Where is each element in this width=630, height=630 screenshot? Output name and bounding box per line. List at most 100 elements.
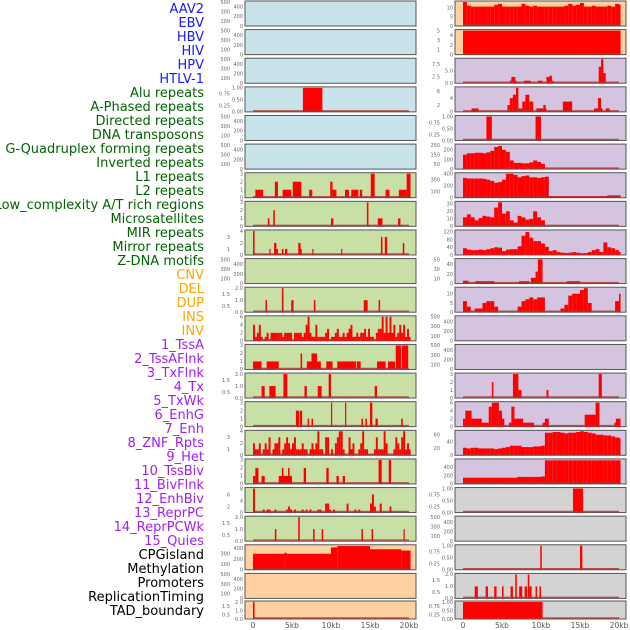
panel-background xyxy=(244,487,417,514)
data-bar xyxy=(272,332,275,341)
data-bar xyxy=(535,271,538,284)
data-bar xyxy=(505,6,510,26)
data-bar xyxy=(611,460,616,484)
y-tick-label: 0 xyxy=(450,281,453,287)
data-bar xyxy=(603,242,608,255)
data-bar xyxy=(368,328,370,341)
y-tick-label: 6 xyxy=(227,492,230,498)
data-bar xyxy=(478,448,483,456)
data-bar xyxy=(341,248,343,255)
data-bar xyxy=(253,443,255,456)
data-bar xyxy=(525,219,530,227)
data-bar xyxy=(470,178,475,198)
track-label: Methylation xyxy=(127,562,204,577)
track-label: EBV xyxy=(178,16,204,31)
track-panel: 0 1 2 3 xyxy=(240,343,417,373)
track-label: L2 repeats xyxy=(135,184,204,199)
track-label: TAD_boundary xyxy=(109,604,204,619)
data-bar xyxy=(303,467,307,484)
data-bar xyxy=(385,443,388,456)
panel-background xyxy=(454,315,627,342)
data-bar xyxy=(387,332,390,341)
data-bar xyxy=(463,248,467,255)
data-bar xyxy=(615,3,619,27)
data-bar xyxy=(398,189,407,198)
data-bar xyxy=(537,259,543,284)
data-bar xyxy=(512,374,519,399)
y-tick-label: 2.0 xyxy=(235,286,243,292)
data-bar xyxy=(470,447,475,456)
y-tick-label: 0.5 xyxy=(222,533,230,539)
data-bar xyxy=(556,6,561,26)
data-bar xyxy=(583,6,588,26)
track-label: G-Quadruplex forming repeats xyxy=(5,142,204,157)
data-bar xyxy=(576,293,580,313)
data-bar xyxy=(388,459,392,484)
data-bar xyxy=(587,460,592,484)
y-tick-label: 1.5 xyxy=(222,604,230,610)
data-bar xyxy=(529,447,534,456)
data-bar xyxy=(269,248,271,255)
y-tick-label: 100 xyxy=(220,562,230,568)
data-bar xyxy=(276,443,279,456)
data-bar xyxy=(360,332,363,341)
data-bar xyxy=(407,443,409,456)
data-bar xyxy=(517,306,522,313)
track-label: 11_BivFlnk xyxy=(133,478,204,493)
data-bar xyxy=(300,248,302,255)
data-bar xyxy=(409,449,411,456)
y-tick-label: 0 xyxy=(450,110,453,116)
data-bar xyxy=(619,195,621,198)
data-bar xyxy=(268,437,271,456)
data-bar xyxy=(297,449,300,456)
y-tick-label: 2 xyxy=(240,180,243,186)
data-bar xyxy=(518,390,522,399)
y-tick-label: 300 xyxy=(220,153,230,159)
y-tick-label: 120 xyxy=(443,230,453,236)
data-bar xyxy=(474,447,479,456)
track-label: L1 repeats xyxy=(135,170,204,185)
x-tick-label: 20kb xyxy=(400,621,419,630)
y-tick-label: 0.0 xyxy=(445,81,453,87)
y-tick-label: 0 xyxy=(240,253,243,259)
data-bar xyxy=(466,306,471,313)
panel-background xyxy=(454,487,627,514)
data-bar xyxy=(274,242,277,255)
data-bar xyxy=(490,6,495,26)
data-bar xyxy=(471,418,482,427)
panel-background xyxy=(244,286,417,313)
data-bar xyxy=(313,300,316,313)
data-bar xyxy=(253,230,255,255)
data-bar xyxy=(286,553,331,570)
data-bar xyxy=(502,251,506,255)
data-bar xyxy=(498,477,502,484)
track-label: DNA transposons xyxy=(91,128,204,143)
y-tick-label: 200 xyxy=(443,473,453,479)
data-bar xyxy=(363,300,368,313)
data-bar xyxy=(306,361,312,370)
y-tick-label: 0 xyxy=(240,453,243,459)
data-bar xyxy=(325,332,328,341)
data-bar xyxy=(543,105,546,112)
y-tick-label: 4 xyxy=(450,96,453,102)
data-bar xyxy=(352,443,355,456)
y-tick-label: 0 xyxy=(450,224,453,230)
y-tick-label: 0.50 xyxy=(442,126,453,132)
data-bar xyxy=(466,5,471,27)
data-bar xyxy=(286,437,289,456)
track-label: CPGisland xyxy=(138,548,204,563)
y-tick-label: 0.5 xyxy=(222,390,230,396)
data-bar xyxy=(288,506,291,513)
y-tick-label: 100 xyxy=(443,157,453,163)
data-bar xyxy=(486,249,491,255)
y-tick-label: 2.0 xyxy=(445,572,453,578)
data-bar xyxy=(587,432,592,456)
data-bar xyxy=(510,586,513,599)
data-bar xyxy=(541,6,545,26)
y-tick-label: 2.0 xyxy=(235,600,243,606)
data-bar xyxy=(313,449,316,456)
data-bar xyxy=(535,586,538,599)
data-bar xyxy=(494,449,499,456)
data-bar xyxy=(603,435,608,456)
